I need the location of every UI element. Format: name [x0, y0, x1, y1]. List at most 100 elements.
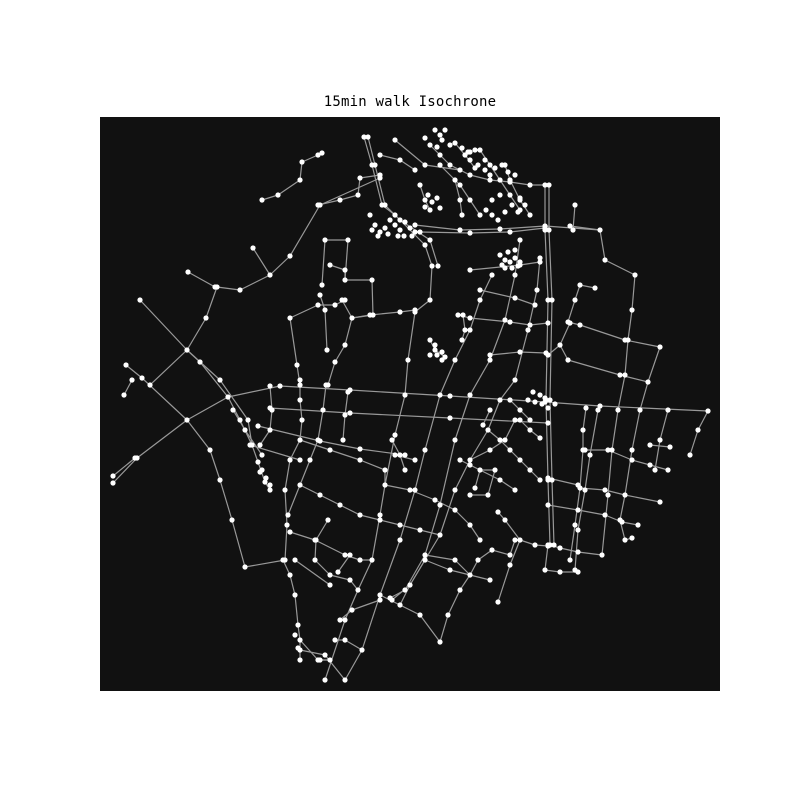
intersection-node	[297, 657, 302, 662]
intersection-node	[402, 219, 407, 224]
intersection-node	[292, 557, 297, 562]
intersection-node	[287, 457, 292, 462]
intersection-node	[445, 612, 450, 617]
intersection-node	[355, 587, 360, 592]
intersection-node	[315, 202, 320, 207]
intersection-node	[337, 502, 342, 507]
intersection-node	[580, 427, 585, 432]
intersection-node	[467, 522, 472, 527]
intersection-node	[499, 262, 504, 267]
intersection-node	[512, 295, 517, 300]
intersection-node	[422, 204, 427, 209]
intersection-node	[537, 392, 542, 397]
intersection-node	[525, 327, 530, 332]
intersection-node	[467, 327, 472, 332]
intersection-node	[147, 382, 152, 387]
intersection-node	[319, 282, 324, 287]
intersection-node	[545, 320, 550, 325]
intersection-node	[509, 265, 514, 270]
intersection-node	[622, 492, 627, 497]
intersection-node	[327, 572, 332, 577]
intersection-node	[299, 417, 304, 422]
intersection-node	[434, 352, 439, 357]
intersection-node	[405, 357, 410, 362]
intersection-node	[497, 226, 502, 231]
intersection-node	[347, 552, 352, 557]
intersection-node	[377, 172, 382, 177]
intersection-node	[280, 557, 285, 562]
intersection-node	[629, 307, 634, 312]
intersection-node	[242, 564, 247, 569]
intersection-node	[315, 437, 320, 442]
intersection-node	[467, 267, 472, 272]
intersection-node	[447, 142, 452, 147]
intersection-node	[512, 172, 517, 177]
intersection-node	[347, 410, 352, 415]
intersection-node	[197, 359, 202, 364]
intersection-node	[457, 167, 462, 172]
intersection-node	[255, 459, 260, 464]
intersection-node	[325, 517, 330, 522]
intersection-node	[429, 263, 434, 268]
intersection-node	[297, 457, 302, 462]
intersection-node	[517, 457, 522, 462]
map-background	[100, 117, 720, 691]
intersection-node	[512, 272, 517, 277]
intersection-node	[467, 230, 472, 235]
intersection-node	[121, 392, 126, 397]
intersection-node	[407, 582, 412, 587]
intersection-node	[315, 302, 320, 307]
intersection-node	[557, 569, 562, 574]
intersection-node	[392, 137, 397, 142]
intersection-node	[207, 447, 212, 452]
intersection-node	[342, 637, 347, 642]
intersection-node	[317, 292, 322, 297]
intersection-node	[482, 157, 487, 162]
intersection-node	[647, 462, 652, 467]
intersection-node	[487, 352, 492, 357]
intersection-node	[385, 231, 390, 236]
intersection-node	[459, 337, 464, 342]
intersection-node	[575, 482, 580, 487]
intersection-node	[545, 542, 550, 547]
intersection-node	[397, 522, 402, 527]
intersection-node	[457, 182, 462, 187]
intersection-node	[439, 349, 444, 354]
intersection-node	[349, 607, 354, 612]
intersection-node	[217, 477, 222, 482]
intersection-node	[417, 182, 422, 187]
intersection-node	[502, 257, 507, 262]
intersection-node	[375, 233, 380, 238]
intersection-node	[382, 467, 387, 472]
intersection-node	[132, 455, 137, 460]
intersection-node	[537, 435, 542, 440]
intersection-node	[297, 382, 302, 387]
intersection-node	[452, 557, 457, 562]
intersection-node	[477, 287, 482, 292]
intersection-node	[429, 199, 434, 204]
intersection-node	[467, 457, 472, 462]
intersection-node	[335, 569, 340, 574]
intersection-node	[422, 447, 427, 452]
intersection-node	[417, 229, 422, 234]
intersection-node	[507, 447, 512, 452]
intersection-node	[437, 162, 442, 167]
intersection-node	[317, 492, 322, 497]
intersection-node	[282, 487, 287, 492]
intersection-node	[647, 442, 652, 447]
intersection-node	[342, 617, 347, 622]
intersection-node	[512, 377, 517, 382]
intersection-node	[477, 147, 482, 152]
intersection-node	[477, 297, 482, 302]
intersection-node	[357, 175, 362, 180]
intersection-node	[575, 569, 580, 574]
intersection-node	[507, 259, 512, 264]
intersection-node	[460, 312, 465, 317]
intersection-node	[467, 392, 472, 397]
intersection-node	[357, 446, 362, 451]
intersection-node	[545, 405, 550, 410]
intersection-node	[497, 252, 502, 257]
intersection-node	[255, 423, 260, 428]
intersection-node	[292, 592, 297, 597]
intersection-node	[397, 452, 402, 457]
